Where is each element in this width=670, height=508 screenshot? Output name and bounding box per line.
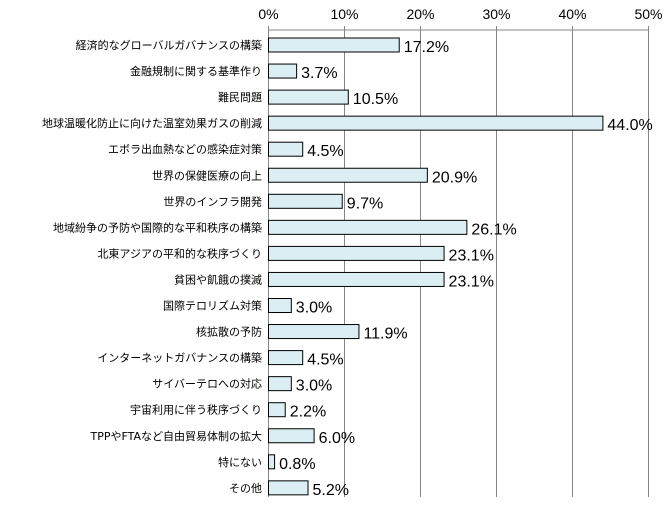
category-label: 特にない <box>218 455 262 469</box>
bar <box>268 402 286 418</box>
category-label: 地球温暖化防止に向けた温室効果ガスの削減 <box>42 116 262 130</box>
category-label: 北東アジアの平和的な秩序づくり <box>97 246 262 260</box>
data-label: 4.5% <box>307 143 343 160</box>
x-tick-label: 30% <box>482 6 510 22</box>
bar <box>268 428 315 444</box>
x-tick-label: 0% <box>258 6 278 22</box>
bar <box>268 193 343 209</box>
data-label: 26.1% <box>471 221 516 238</box>
data-label: 3.0% <box>296 300 332 317</box>
category-label: インターネットガバナンスの構築 <box>97 351 262 365</box>
category-label: 経済的なグローバルガバナンスの構築 <box>76 38 262 52</box>
bar <box>268 219 468 235</box>
category-label: 貧困や飢餓の撲滅 <box>174 272 262 286</box>
data-label: 11.9% <box>363 326 407 343</box>
category-label: 世界のインフラ開発 <box>163 194 262 208</box>
bar <box>268 37 400 53</box>
category-label: TPPやFTAなど自由貿易体制の拡大 <box>89 429 262 443</box>
data-label: 3.7% <box>301 65 337 82</box>
category-label: 国際テロリズム対策 <box>163 299 262 313</box>
x-tick-label: 50% <box>634 6 662 22</box>
data-label: 23.1% <box>449 247 494 264</box>
data-label: 44.0% <box>607 117 652 134</box>
bar <box>268 350 304 366</box>
data-label: 9.7% <box>347 195 383 212</box>
bars <box>268 37 604 496</box>
data-label: 4.5% <box>307 352 343 369</box>
data-label: 17.2% <box>404 39 449 56</box>
x-axis-ticks: 0% 10% 20% 30% 40% 50% <box>258 6 662 22</box>
category-label: エボラ出血熱などの感染症対策 <box>108 142 262 156</box>
data-label: 2.2% <box>290 404 326 421</box>
data-label: 5.2% <box>313 482 349 499</box>
data-label: 10.5% <box>353 91 398 108</box>
category-label: 地域紛争の予防や国際的な平和秩序の構築 <box>53 220 262 234</box>
bar <box>268 115 604 131</box>
category-label: サイバーテロへの対応 <box>152 377 262 391</box>
bar <box>268 324 360 340</box>
value-labels: 17.2% 3.7% 10.5% 44.0% 4.5% 20.9% 9.7% 26.1% 23.… <box>279 39 653 499</box>
bar <box>268 271 445 287</box>
x-tick-label: 40% <box>558 6 586 22</box>
data-label: 20.9% <box>432 169 477 186</box>
category-label: 宇宙利用に伴う秩序づくり <box>130 403 262 417</box>
category-label: 核拡散の予防 <box>196 325 262 339</box>
data-label: 6.0% <box>319 430 355 447</box>
bar <box>268 480 309 496</box>
data-label: 0.8% <box>279 456 315 473</box>
bar <box>268 141 304 157</box>
data-label: 23.1% <box>449 273 494 290</box>
bar <box>268 245 445 261</box>
category-labels: 経済的なグローバルガバナンスの構築金融規制に関する基準作り難民問題地球温暖化防止… <box>42 38 262 495</box>
category-label: 金融規制に関する基準作り <box>130 64 262 78</box>
category-label: 世界の保健医療の向上 <box>152 168 262 182</box>
x-tick-label: 20% <box>406 6 434 22</box>
bar <box>268 63 298 79</box>
data-label: 3.0% <box>296 378 332 395</box>
category-label: 難民問題 <box>218 91 262 104</box>
x-tick-label: 10% <box>330 6 358 22</box>
bar <box>268 298 292 313</box>
bar <box>268 89 349 105</box>
bar <box>268 454 276 470</box>
bar <box>268 167 428 183</box>
bar <box>268 376 292 392</box>
category-label: その他 <box>229 482 262 495</box>
